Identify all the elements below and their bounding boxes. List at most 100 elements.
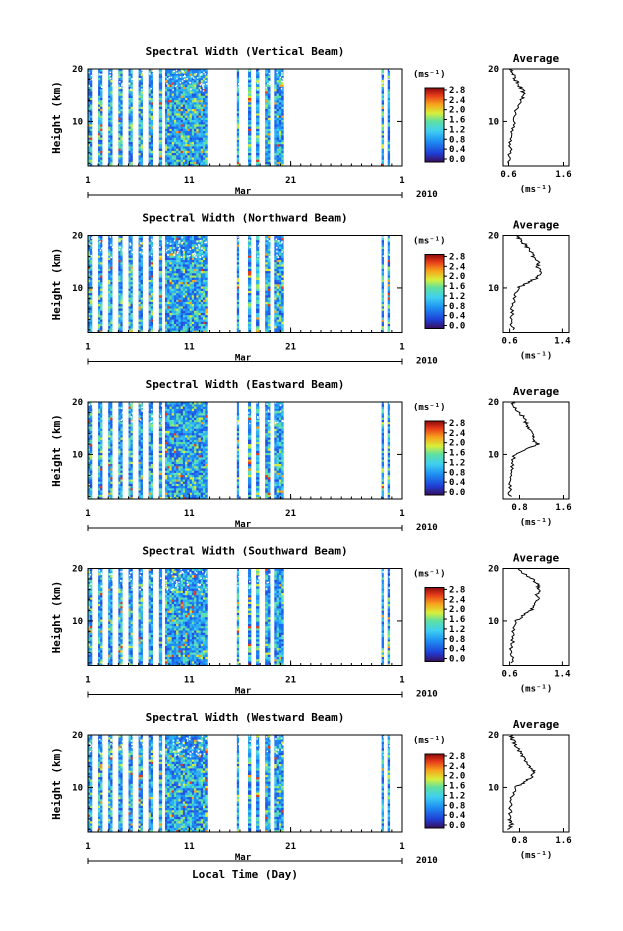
average-x-label: (ms⁻¹) (520, 185, 553, 195)
x-tick-label: 21 (285, 842, 296, 852)
heatmap (88, 69, 391, 167)
plot-frame (87, 734, 403, 833)
month-label: Mar (235, 853, 252, 863)
year-label: 2010 (416, 190, 438, 200)
y-axis-label: Height (km) (50, 248, 63, 321)
average-x-tick: 0.8 (511, 836, 527, 846)
y-axis-label: Height (km) (50, 747, 63, 820)
average-x-tick: 1.6 (555, 170, 571, 180)
y-tick-label: 10 (72, 117, 83, 127)
panel-3: Spectral Width (Eastward Beam) 10 20 Height… (50, 378, 572, 533)
x-tick-label: 1 (85, 343, 90, 353)
x-tick-label: 1 (85, 676, 90, 686)
colorbar-tick-label: 2.4 (449, 429, 466, 439)
x-tick-label: 11 (184, 176, 195, 186)
average-x-label: (ms⁻¹) (520, 518, 553, 528)
panel-title: Spectral Width (Vertical Beam) (146, 45, 345, 58)
average-profile-line (506, 734, 537, 830)
average-y-tick: 10 (488, 450, 499, 460)
panel-2: Spectral Width (Northward Beam) 10 20 Heigh… (50, 212, 571, 367)
average-y-tick: 10 (488, 117, 499, 127)
colorbar (424, 753, 445, 829)
colorbar-tick-label: 2.4 (449, 96, 466, 106)
heatmap (88, 402, 392, 500)
plot-frame (87, 68, 403, 167)
colorbar-tick-label: 1.6 (449, 116, 465, 126)
colorbar-tick-label: 2.4 (449, 595, 466, 605)
average-x-tick: 0.8 (511, 503, 527, 513)
y-tick-label: 10 (72, 617, 83, 627)
average-frame (502, 68, 570, 167)
colorbar-tick-label: 0.8 (449, 468, 465, 478)
y-tick-label: 10 (72, 284, 83, 294)
average-title: Average (513, 219, 560, 232)
plot-frame (87, 235, 403, 333)
colorbar-tick-label: 0.0 (449, 655, 465, 665)
x-tick-label: 11 (184, 343, 195, 353)
colorbar-tick-label: 0.4 (449, 478, 466, 488)
colorbar-unit: (ms⁻¹) (413, 736, 446, 746)
month-label: Mar (235, 354, 252, 364)
average-x-tick: 1.4 (554, 670, 571, 680)
colorbar-tick-label: 0.0 (449, 488, 465, 498)
year-label: 2010 (416, 690, 438, 700)
colorbar-tick-label: 0.8 (449, 135, 465, 145)
panel-title: Spectral Width (Northward Beam) (142, 212, 347, 225)
colorbar (424, 87, 445, 163)
x-tick-label: 21 (285, 676, 296, 686)
average-y-tick: 10 (488, 783, 499, 793)
y-axis-label: Height (km) (50, 581, 63, 654)
panel-4: Spectral Width (Southward Beam) 10 20 Heigh… (50, 545, 571, 700)
colorbar-unit: (ms⁻¹) (413, 570, 446, 580)
panel-1: Spectral Width (Vertical Beam) 10 20 Height… (50, 45, 572, 200)
x-tick-label: 1 (399, 343, 404, 353)
colorbar-tick-label: 2.8 (449, 252, 465, 262)
colorbar-unit: (ms⁻¹) (413, 70, 446, 80)
year-label: 2010 (416, 523, 438, 533)
colorbar-tick-label: 0.8 (449, 302, 465, 312)
average-x-tick: 1.6 (555, 836, 571, 846)
y-tick-label: 10 (72, 783, 83, 793)
average-y-tick: 20 (488, 65, 499, 75)
colorbar-tick-label: 1.2 (449, 292, 465, 302)
x-tick-label: 1 (85, 176, 90, 186)
colorbar-tick-label: 1.2 (449, 625, 465, 635)
colorbar-unit: (ms⁻¹) (413, 237, 446, 247)
x-tick-label: 1 (85, 509, 90, 519)
colorbar-tick-label: 2.8 (449, 585, 465, 595)
colorbar-tick-label: 2.8 (449, 752, 465, 762)
panel-5: Spectral Width (Westward Beam) 10 20 Height… (50, 711, 572, 866)
average-title: Average (513, 718, 560, 731)
colorbar-tick-label: 2.8 (449, 86, 465, 96)
panel-title: Spectral Width (Westward Beam) (146, 711, 345, 724)
average-profile-line (509, 235, 542, 331)
colorbar-tick-label: 0.4 (449, 811, 466, 821)
average-profile-line (507, 401, 540, 497)
colorbar-tick-label: 0.4 (449, 312, 466, 322)
colorbar-tick-label: 1.6 (449, 615, 465, 625)
average-y-tick: 10 (488, 284, 499, 294)
y-tick-label: 20 (72, 731, 83, 741)
colorbar-tick-label: 2.4 (449, 262, 466, 272)
average-frame (502, 235, 570, 333)
colorbar-tick-label: 0.0 (449, 821, 465, 831)
y-tick-label: 20 (72, 65, 83, 75)
x-tick-label: 21 (285, 343, 296, 353)
colorbar-tick-label: 0.4 (449, 645, 466, 655)
average-y-tick: 20 (488, 232, 499, 242)
average-y-tick: 20 (488, 731, 499, 741)
average-y-tick: 10 (488, 617, 499, 627)
x-tick-label: 21 (285, 176, 296, 186)
colorbar-tick-label: 0.0 (449, 155, 465, 165)
y-axis-label: Height (km) (50, 414, 63, 487)
month-label: Mar (235, 187, 252, 197)
colorbar-tick-label: 2.0 (449, 605, 465, 615)
average-x-tick: 0.6 (500, 170, 516, 180)
colorbar-tick-label: 0.8 (449, 635, 465, 645)
heatmap (88, 568, 391, 666)
average-profile-line (508, 568, 541, 664)
colorbar-tick-label: 2.0 (449, 272, 465, 282)
y-tick-label: 20 (72, 565, 83, 575)
average-x-tick: 0.6 (501, 670, 517, 680)
colorbar-tick-label: 2.0 (449, 106, 465, 116)
